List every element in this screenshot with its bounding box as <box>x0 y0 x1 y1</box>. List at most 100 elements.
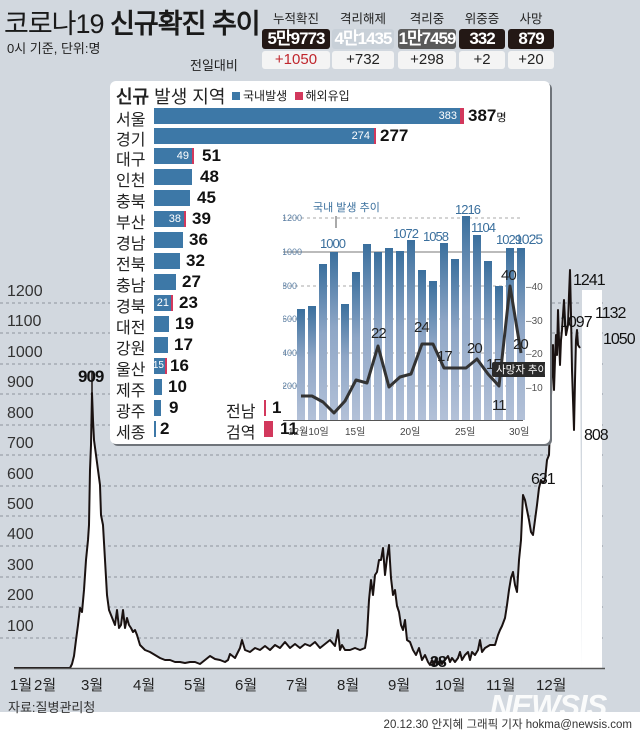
x-tick: 10월 <box>435 677 466 694</box>
y-tick: 800 <box>7 405 34 422</box>
region-name: 경기 <box>116 132 146 149</box>
deaths-line-label: 사망자 추이 <box>496 364 545 376</box>
region-bar <box>154 337 168 353</box>
svg-text:1000: 1000 <box>320 236 346 251</box>
region-total: 387명 <box>468 106 507 125</box>
region-name: 서울 <box>116 112 146 129</box>
region-total: 45 <box>197 188 216 207</box>
bar-inner-label: 38 <box>168 213 181 225</box>
x-tick: 8월 <box>337 677 360 694</box>
svg-text:1058: 1058 <box>423 229 449 244</box>
page-title: 코로나19 신규확진 추이 <box>4 2 261 41</box>
inset-bar-labels: 1000 1072 1058 1216 1104 1029 1025 <box>320 202 544 251</box>
x-tick: 11월 <box>486 677 516 694</box>
region-name: 검역 <box>226 425 256 442</box>
stat-isolated: 격리중 1만7459 +298 <box>398 10 456 69</box>
annotation-631: 631 <box>531 471 556 488</box>
region-total: 17 <box>174 335 193 354</box>
stat-label: 사망 <box>519 12 543 26</box>
x-tick: 3월 <box>81 677 104 694</box>
region-bar: 274 <box>154 128 376 144</box>
stat-value: 332 <box>459 29 505 49</box>
svg-text:25일: 25일 <box>455 426 475 438</box>
legend-swatch-domestic <box>232 92 240 100</box>
panel-title-bold: 신규 <box>116 87 150 107</box>
svg-text:1216: 1216 <box>455 202 481 217</box>
svg-text:–40: –40 <box>526 282 543 293</box>
region-name: 경남 <box>116 236 146 253</box>
y-tick: 1000 <box>7 344 43 361</box>
deaths-line-label-bg <box>492 362 545 377</box>
region-bar <box>264 400 266 416</box>
stat-change: +1050 <box>262 51 330 69</box>
import-segment <box>184 211 186 227</box>
vs-prev-label: 전일대비 <box>190 58 238 73</box>
svg-text:1104: 1104 <box>471 220 496 235</box>
inset-bar-title: 국내 발생 추이 <box>313 201 380 214</box>
import-segment <box>460 108 464 124</box>
svg-text:30일: 30일 <box>509 426 529 438</box>
svg-text:400: 400 <box>283 348 297 358</box>
y-tick: 900 <box>7 374 34 391</box>
stat-label: 격리중 <box>409 12 445 26</box>
svg-text:1029: 1029 <box>496 232 522 247</box>
region-total: 19 <box>175 314 194 333</box>
region-name: 전북 <box>116 257 146 274</box>
stat-value: 4만1435 <box>332 29 394 49</box>
x-tick: 9월 <box>388 677 411 694</box>
region-total: 48 <box>200 167 219 186</box>
inset-daily-chart: 1200 1000 800 600 400 200 –40 –30 –20 –1… <box>283 201 545 438</box>
region-bar <box>154 169 192 185</box>
region-name: 부산 <box>116 215 146 232</box>
y-tick: 1200 <box>7 283 43 300</box>
panel-title: 신규 발생 지역 <box>116 83 225 109</box>
deaths-line <box>301 284 523 415</box>
bar-inner-label: 21 <box>156 297 169 309</box>
svg-text:–30: –30 <box>526 316 543 327</box>
region-total: 32 <box>186 251 205 270</box>
region-total: 2 <box>160 419 170 438</box>
inset-y-left-ticks: 1200 1000 800 600 400 200 <box>283 213 302 391</box>
legend-label-domestic: 국내발생 <box>243 89 288 103</box>
import-segment <box>374 128 376 144</box>
stat-change: +2 <box>459 51 505 69</box>
region-name: 경북 <box>116 299 146 316</box>
stat-label: 누적확진 <box>272 12 319 26</box>
region-total: 277 <box>380 126 409 145</box>
title-bold: 신규확진 추이 <box>110 9 261 39</box>
region-total: 39 <box>192 209 211 228</box>
stat-label: 격리해제 <box>339 12 386 26</box>
svg-text:22: 22 <box>371 325 386 342</box>
stat-label: 위중증 <box>464 12 500 26</box>
annotation-1241: 1241 <box>573 272 606 289</box>
region-bar: 21 <box>154 295 173 311</box>
region-name: 세종 <box>116 425 146 442</box>
region-name: 충북 <box>116 194 146 211</box>
annotation-909: 909 <box>78 367 104 386</box>
cases-area <box>14 270 582 668</box>
region-bar <box>154 253 180 269</box>
y-tick: 700 <box>7 435 34 452</box>
subtitle: 0시 기준, 단위:명 <box>7 41 101 56</box>
region-total: 23 <box>179 293 198 312</box>
inset-x-ticks: 12월10일 15일 20일 25일 30일 <box>288 426 529 438</box>
stat-deaths: 사망 879 +20 <box>508 10 554 69</box>
bar-inner-label: 274 <box>351 130 370 142</box>
annotation-1050: 1050 <box>603 331 636 348</box>
import-segment <box>165 358 167 374</box>
right-white-strip <box>582 290 602 668</box>
y-tick: 300 <box>7 557 34 574</box>
svg-text:17: 17 <box>437 348 452 365</box>
title-light: 코로나19 <box>4 9 105 39</box>
x-tick: 4월 <box>133 677 156 694</box>
region-total: 11 <box>280 419 298 438</box>
svg-text:1025: 1025 <box>515 231 543 247</box>
svg-text:11: 11 <box>492 397 506 414</box>
region-total: 27 <box>182 272 201 291</box>
stat-critical: 위중증 332 +2 <box>459 10 505 69</box>
x-tick: 12월 <box>536 677 567 694</box>
region-name: 전남 <box>226 404 256 421</box>
region-total: 10 <box>168 377 187 396</box>
stat-value: 1만7459 <box>398 29 456 49</box>
region-total: 16 <box>170 356 189 375</box>
